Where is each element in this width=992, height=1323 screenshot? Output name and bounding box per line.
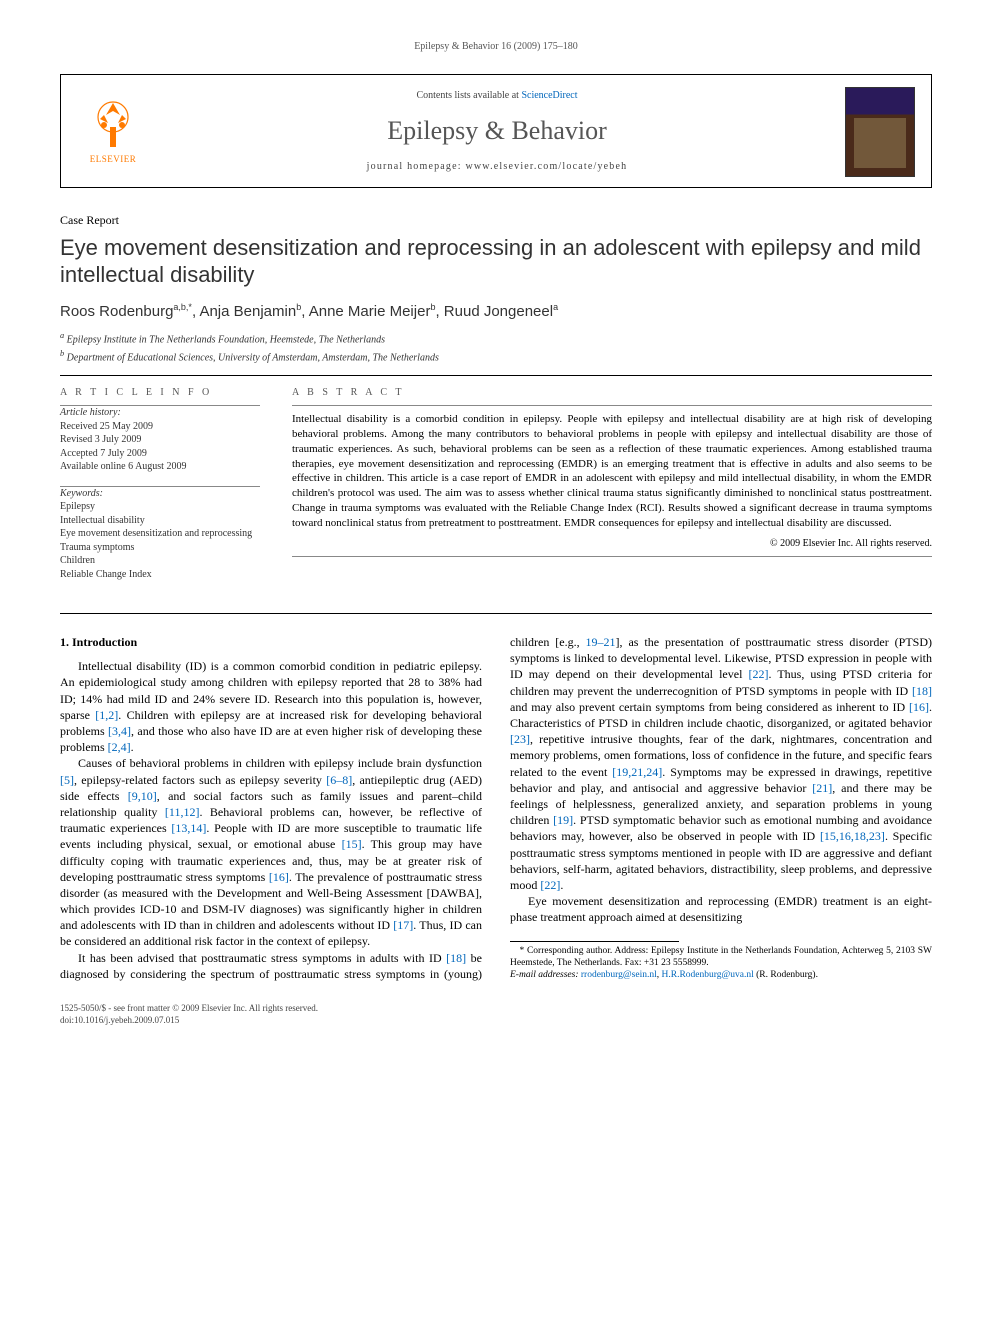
kw-5: Children xyxy=(60,554,260,568)
sciencedirect-link[interactable]: ScienceDirect xyxy=(521,90,577,101)
homepage-prefix: journal homepage: xyxy=(367,161,466,172)
ref-15-16-18-23[interactable]: [15,16,18,23] xyxy=(820,829,885,843)
ref-22b[interactable]: [22] xyxy=(540,878,560,892)
keywords-label: Keywords: xyxy=(60,487,260,501)
body-columns: 1. Introduction Intellectual disability … xyxy=(60,634,932,982)
ref-18[interactable]: [18] xyxy=(446,951,466,965)
ref-3-4[interactable]: [3,4] xyxy=(108,724,131,738)
ref-23[interactable]: [23] xyxy=(510,732,530,746)
ref-15[interactable]: [15] xyxy=(342,837,362,851)
ref-16[interactable]: [16] xyxy=(269,870,289,884)
ref-17[interactable]: [17] xyxy=(393,918,413,932)
abstract-heading: A B S T R A C T xyxy=(292,386,932,400)
ref-2-4[interactable]: [2,4] xyxy=(108,740,131,754)
history-revised: Revised 3 July 2009 xyxy=(60,433,260,447)
page-footer: 1525-5050/$ - see front matter © 2009 El… xyxy=(60,1002,932,1026)
authors-line: Roos Rodenburga,b,*, Anja Benjaminb, Ann… xyxy=(60,301,932,322)
email-link-1[interactable]: rrodenburg@sein.nl xyxy=(581,970,657,980)
rule-above-abstract xyxy=(60,375,932,376)
ref-11-12[interactable]: [11,12] xyxy=(165,805,200,819)
article-info: A R T I C L E I N F O Article history: R… xyxy=(60,386,260,594)
publisher-logo: ELSEVIER xyxy=(77,92,149,172)
abstract-text: Intellectual disability is a comorbid co… xyxy=(292,412,932,531)
ref-19-21-24[interactable]: [19,21,24] xyxy=(612,765,662,779)
masthead-center: Contents lists available at ScienceDirec… xyxy=(149,89,845,173)
affil-a: a Epilepsy Institute in The Netherlands … xyxy=(60,330,932,347)
homepage-line: journal homepage: www.elsevier.com/locat… xyxy=(149,160,845,174)
email-label: E-mail addresses: xyxy=(510,970,579,980)
kw-2: Intellectual disability xyxy=(60,514,260,528)
affiliations: a Epilepsy Institute in The Netherlands … xyxy=(60,330,932,365)
info-abstract-row: A R T I C L E I N F O Article history: R… xyxy=(60,386,932,594)
kw-4: Trauma symptoms xyxy=(60,541,260,555)
history-label: Article history: xyxy=(60,406,260,420)
ref-19b[interactable]: [19] xyxy=(553,813,573,827)
article-info-heading: A R T I C L E I N F O xyxy=(60,386,260,400)
para-4: Eye movement desensitization and reproce… xyxy=(510,893,932,925)
para-1: Intellectual disability (ID) is a common… xyxy=(60,658,482,755)
kw-3: Eye movement desensitization and reproce… xyxy=(60,527,260,541)
ref-1-2[interactable]: [1,2] xyxy=(95,708,118,722)
email-link-2[interactable]: H.R.Rodenburg@uva.nl xyxy=(662,970,754,980)
kw-1: Epilepsy xyxy=(60,500,260,514)
corr-label: * Corresponding author. xyxy=(520,946,613,956)
abstract-rule-bottom xyxy=(292,556,932,557)
journal-cover-thumb xyxy=(845,87,915,177)
ref-21b[interactable]: [21] xyxy=(812,781,832,795)
keywords: Keywords: Epilepsy Intellectual disabili… xyxy=(60,487,260,582)
author-3: Anne Marie Meijerb xyxy=(309,303,436,320)
ref-22[interactable]: [22] xyxy=(748,667,768,681)
ref-9-10[interactable]: [9,10] xyxy=(128,789,157,803)
ref-16b[interactable]: [16] xyxy=(909,700,929,714)
masthead: ELSEVIER Contents lists available at Sci… xyxy=(60,74,932,188)
ref-18b[interactable]: [18] xyxy=(912,684,932,698)
article-type: Case Report xyxy=(60,212,932,228)
affil-b: b Department of Educational Sciences, Un… xyxy=(60,348,932,365)
history-received: Received 25 May 2009 xyxy=(60,420,260,434)
ref-19-21[interactable]: 19–21 xyxy=(586,635,616,649)
author-2: Anja Benjaminb xyxy=(199,303,301,320)
author-1: Roos Rodenburga,b,* xyxy=(60,303,192,320)
contents-prefix: Contents lists available at xyxy=(416,90,521,101)
history-online: Available online 6 August 2009 xyxy=(60,460,260,474)
abstract-col: A B S T R A C T Intellectual disability … xyxy=(292,386,932,594)
corresponding-author-footnote: * Corresponding author. Address: Epileps… xyxy=(510,946,932,982)
footnote-rule xyxy=(510,941,679,942)
author-4: Ruud Jongeneela xyxy=(444,303,558,320)
article-history: Article history: Received 25 May 2009 Re… xyxy=(60,406,260,474)
running-header: Epilepsy & Behavior 16 (2009) 175–180 xyxy=(60,40,932,54)
front-matter-line: 1525-5050/$ - see front matter © 2009 El… xyxy=(60,1002,932,1014)
email-person: (R. Rodenburg). xyxy=(754,970,818,980)
kw-6: Reliable Change Index xyxy=(60,568,260,582)
journal-name: Epilepsy & Behavior xyxy=(149,113,845,148)
rule-below-abstract xyxy=(60,613,932,614)
elsevier-tree-icon xyxy=(86,97,140,151)
ref-5[interactable]: [5] xyxy=(60,773,74,787)
doi-line: doi:10.1016/j.yebeh.2009.07.015 xyxy=(60,1014,932,1026)
ref-13-14[interactable]: [13,14] xyxy=(171,821,206,835)
para-2: Causes of behavioral problems in childre… xyxy=(60,755,482,949)
homepage-url: www.elsevier.com/locate/yebeh xyxy=(465,161,627,172)
abstract-copyright: © 2009 Elsevier Inc. All rights reserved… xyxy=(292,537,932,551)
publisher-name: ELSEVIER xyxy=(90,153,137,165)
section-1-heading: 1. Introduction xyxy=(60,634,482,650)
abstract-rule xyxy=(292,405,932,406)
article-title: Eye movement desensitization and reproce… xyxy=(60,234,932,289)
ref-6-8[interactable]: [6–8] xyxy=(326,773,352,787)
contents-line: Contents lists available at ScienceDirec… xyxy=(149,89,845,103)
history-accepted: Accepted 7 July 2009 xyxy=(60,447,260,461)
